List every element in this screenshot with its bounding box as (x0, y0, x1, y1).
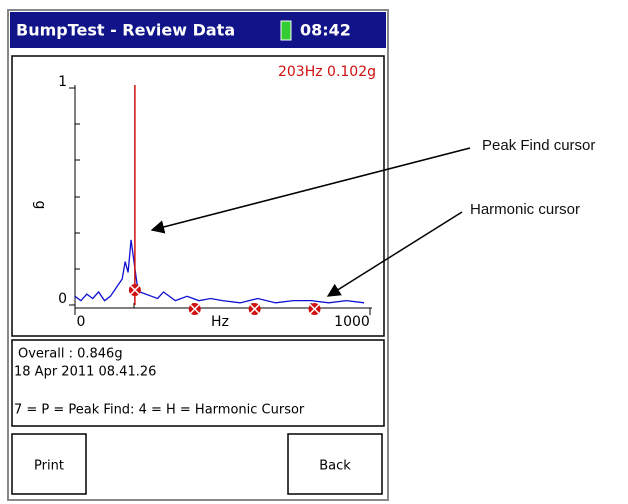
x-tick-label: 0 (77, 314, 86, 330)
marker-part (189, 303, 201, 315)
x-tick-label: 1000 (334, 314, 370, 330)
cursor-readout: 203Hz 0.102g (278, 64, 376, 80)
info-box (11, 339, 385, 427)
marker-part (129, 284, 141, 296)
harmonic-marker (128, 284, 141, 296)
x-axis-label: Hz (211, 314, 229, 330)
y-axis-label: g (32, 201, 48, 210)
marker-part (249, 303, 261, 315)
marker-part (309, 303, 321, 315)
battery-icon (280, 20, 292, 41)
info-line: 7 = P = Peak Find: 4 = H = Harmonic Curs… (14, 403, 305, 418)
clock: 08:42 (300, 21, 351, 40)
info-line: 18 Apr 2011 08.41.26 (14, 365, 156, 380)
button[interactable] (11, 433, 87, 495)
button-label[interactable]: Back (319, 459, 351, 474)
annotation: Peak Find cursor (482, 137, 595, 154)
button-label[interactable]: Print (34, 459, 64, 474)
harmonic-marker (308, 303, 321, 315)
arrow (326, 211, 463, 297)
button[interactable] (287, 433, 383, 495)
harmonic-marker (188, 303, 201, 315)
title-bar (10, 12, 386, 48)
y-tick-label: 1 (58, 74, 67, 90)
y-tick-label: 0 (58, 291, 67, 307)
spectrum-line (74, 239, 365, 304)
info-line: Overall : 0.846g (18, 347, 123, 362)
harmonic-marker (248, 303, 261, 315)
title: BumpTest - Review Data (16, 21, 235, 40)
annotation: Harmonic cursor (470, 201, 580, 218)
arrow (150, 147, 471, 234)
plot-box (11, 55, 385, 337)
